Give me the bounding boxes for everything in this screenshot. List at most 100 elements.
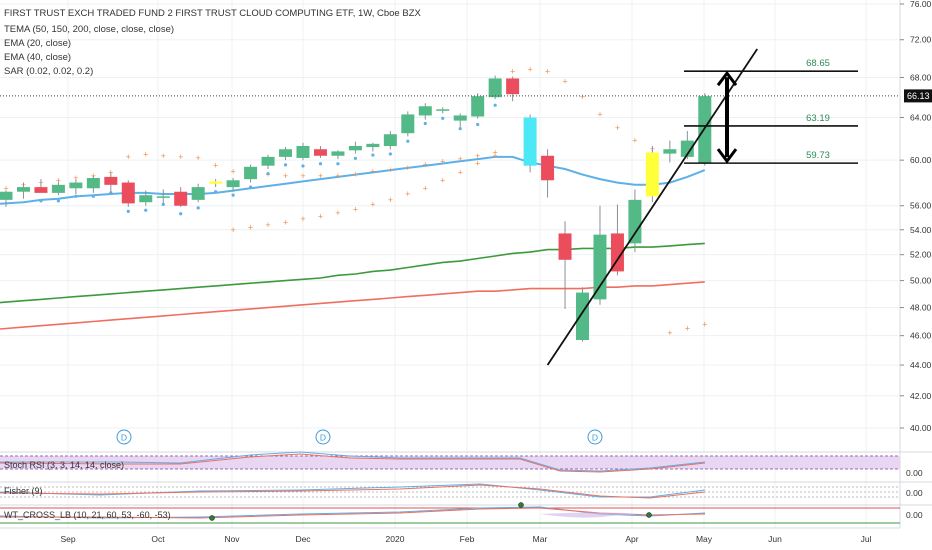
ema-marker	[476, 122, 480, 127]
sar-point: +	[510, 67, 515, 77]
wt-cross-dot	[518, 502, 524, 508]
sar-point: +	[283, 217, 288, 227]
stoch-rsi-value: 0.00	[906, 468, 923, 478]
sar-point: +	[213, 161, 218, 171]
price-tick-label: 56.00	[910, 201, 932, 211]
fisher-signal-line	[0, 484, 706, 499]
ema-marker	[441, 116, 445, 120]
sar-point: +	[230, 225, 235, 235]
time-axis[interactable]: Sep Oct Nov Dec 2020 Feb Mar Apr May Jun Jul	[60, 534, 871, 544]
sar-point: +	[143, 150, 148, 160]
sar-point: +	[370, 166, 375, 176]
last-price-label: 66.13	[907, 91, 930, 101]
sar-point: +	[458, 167, 463, 177]
ema-marker	[336, 162, 340, 166]
candle-body	[680, 140, 694, 157]
sar-point: +	[248, 222, 253, 232]
candle-body	[279, 149, 293, 157]
time-tick-label: Mar	[533, 534, 548, 544]
dividend-marker	[116, 429, 132, 445]
sar-point: +	[405, 163, 410, 173]
sar-point: +	[632, 136, 637, 146]
ema-marker	[144, 208, 148, 212]
ema-marker	[74, 194, 78, 198]
stoch-d-line	[0, 453, 706, 473]
indicator-panes	[0, 451, 932, 524]
price-tick-label: 76.00	[910, 0, 932, 9]
sar-point: +	[458, 154, 463, 164]
time-tick-label: Oct	[151, 534, 165, 544]
price-tick-label: 72.00	[910, 35, 932, 45]
sar-point: +	[230, 166, 235, 176]
candle-body	[383, 134, 397, 146]
legend-ema40[interactable]: EMA (40, close)	[4, 52, 71, 63]
level-label: 63.19	[806, 113, 830, 124]
candle-body	[471, 96, 485, 117]
wt-area	[540, 512, 640, 518]
ema-marker	[161, 202, 165, 206]
level-label: 68.65	[806, 58, 830, 69]
dividend-label: D	[121, 433, 127, 443]
sar-point: +	[265, 220, 270, 230]
sar-point: +	[440, 156, 445, 166]
candle-body	[209, 181, 223, 184]
ema-marker	[301, 164, 305, 168]
ema-marker	[196, 206, 200, 210]
ema-marker	[388, 152, 392, 156]
candle-body	[523, 117, 537, 166]
fisher-label[interactable]: Fisher (9)	[4, 486, 43, 496]
sar-point: +	[196, 153, 201, 163]
candle-body	[86, 178, 100, 189]
price-tick-label: 48.00	[910, 303, 932, 313]
sar-point: +	[353, 170, 358, 180]
dividend-marker	[315, 429, 331, 445]
candle-body	[663, 149, 677, 154]
stoch-rsi-label[interactable]: Stoch RSI (3, 3, 14, 14, close)	[4, 460, 124, 470]
sar-point: +	[475, 158, 480, 168]
sar-point: +	[597, 109, 602, 119]
ema-marker	[283, 163, 288, 167]
candle-body	[698, 96, 712, 164]
ema-marker	[231, 193, 235, 197]
ema20-line	[0, 155, 706, 205]
trendline	[546, 48, 758, 366]
sar-point: +	[353, 204, 358, 214]
legend-ema20[interactable]: EMA (20, close)	[4, 38, 71, 49]
drawings: 68.65 63.19 59.73 D D D	[0, 48, 900, 445]
price-tick-label: 68.00	[910, 72, 932, 82]
legend-sar[interactable]: SAR (0.02, 0.02, 0.2)	[4, 66, 93, 77]
sar-point: +	[667, 328, 672, 338]
sar-point: +	[440, 175, 445, 185]
candle-body	[610, 233, 624, 272]
sar-point: +	[423, 160, 428, 170]
time-tick-label: Nov	[224, 534, 240, 544]
ema-marker	[91, 194, 95, 198]
sar-point: +	[56, 175, 61, 185]
candle-body	[244, 166, 258, 180]
price-axis[interactable]: 76.00 72.00 68.00 64.00 60.00 56.00 54.00 52.00…	[900, 0, 932, 433]
candle-body	[139, 195, 153, 203]
candle-body	[576, 292, 590, 340]
legend-tema[interactable]: TEMA (50, 150, 200, close, close, close)	[4, 24, 174, 35]
wt-cross-label[interactable]: WT_CROSS_LB (10, 21, 60, 53, -60, -53)	[4, 510, 171, 520]
candle-body	[174, 191, 188, 206]
sar-point: +	[702, 319, 707, 329]
sar-point: +	[161, 151, 166, 161]
ema40-line	[0, 242, 705, 304]
ema-marker	[371, 153, 375, 157]
price-tick-label: 44.00	[910, 360, 932, 370]
candle-body	[156, 196, 170, 198]
candle-body	[401, 114, 415, 134]
time-tick-label: Apr	[625, 534, 638, 544]
sar-point: +	[545, 67, 550, 77]
wt-cross-dot	[646, 512, 652, 518]
sar-point: +	[615, 123, 620, 133]
dividend-marker	[587, 429, 603, 445]
legend: FIRST TRUST EXCH TRADED FUND 2 FIRST TRU…	[4, 8, 421, 77]
candle-body	[313, 149, 327, 156]
sar-point: +	[493, 151, 498, 161]
fisher-line	[0, 483, 706, 498]
candle-body	[366, 143, 380, 148]
candle-body	[104, 176, 118, 185]
